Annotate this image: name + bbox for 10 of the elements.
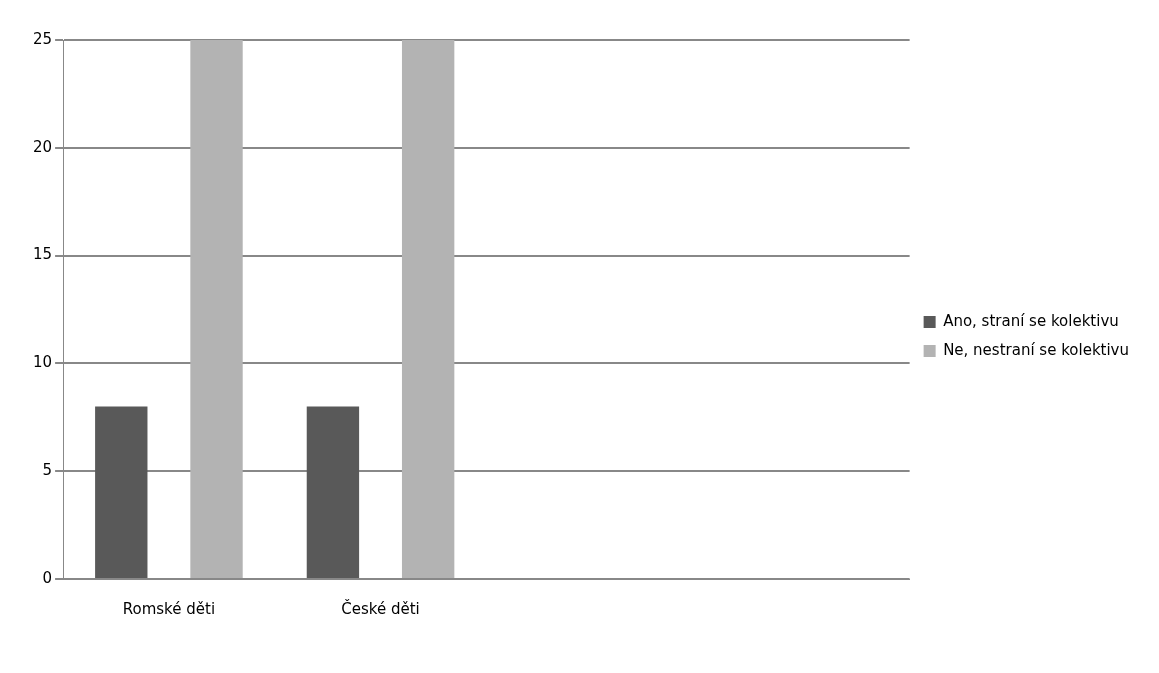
- legend-label: Ne, nestraní se kolektivu: [943, 340, 1129, 359]
- y-tick-label: 25: [32, 29, 53, 48]
- y-tick-label: 20: [32, 137, 53, 156]
- x-tick-label: Romské děti: [122, 599, 216, 618]
- y-tick-label: 10: [32, 353, 53, 372]
- legend-label: Ano, straní se kolektivu: [943, 311, 1119, 330]
- x-tick-label: České děti: [341, 598, 420, 618]
- y-tick-label: 5: [42, 461, 53, 480]
- y-tick-label: 15: [32, 245, 53, 264]
- y-tick-label: 0: [42, 568, 53, 587]
